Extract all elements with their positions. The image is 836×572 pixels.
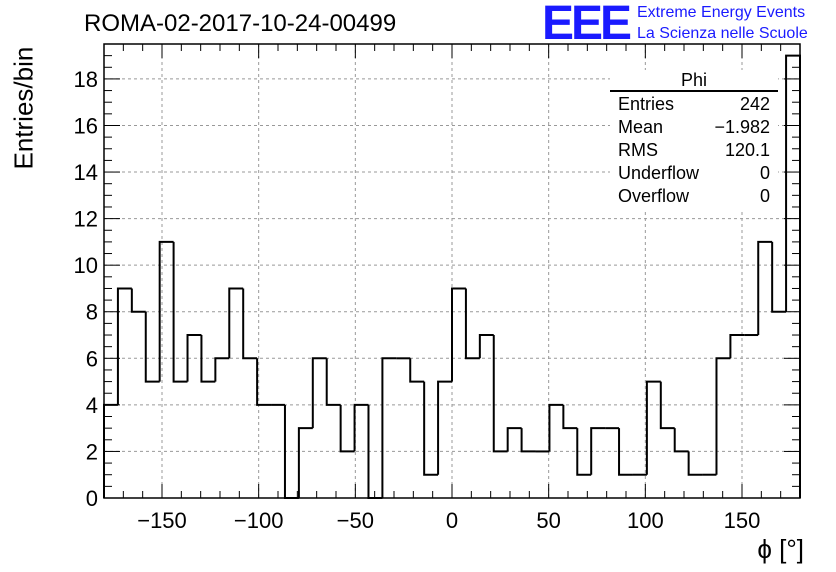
stat-key: Underflow [618,163,700,183]
stats-divider [610,90,778,92]
histogram-bins [103,54,801,499]
y-tick-label: 14 [74,160,98,185]
histogram-bin [311,357,327,429]
histogram-bin [214,357,230,382]
y-tick-label: 4 [86,393,98,418]
y-tick-label: 0 [86,486,98,511]
x-tick-label: 50 [536,508,560,533]
stat-value: 0 [759,163,770,183]
x-tick-label: 150 [724,508,761,533]
stat-key: Overflow [618,186,690,206]
y-tick-label: 2 [86,439,98,464]
histogram-bin [478,334,494,359]
histogram-bin [645,380,661,475]
histogram-bin [715,357,731,475]
histogram-bin [339,404,355,453]
stat-value: 120.1 [724,140,770,160]
logo-line-1: Extreme Energy Events [637,4,806,21]
chart-title: ROMA-02-2017-10-24-00499 [84,10,397,37]
y-tick-label: 12 [74,207,98,232]
histogram-bin [757,240,773,336]
histogram-bin [116,287,132,405]
stat-row-rms: RMS 120.1 [618,140,770,162]
histogram-bin [618,428,633,476]
histogram-bin [325,358,341,406]
tick-marks [103,43,801,499]
histogram-bin [548,403,564,452]
y-tick-label: 6 [86,346,98,371]
histogram-bin [381,357,397,498]
x-tick-label: −150 [137,508,187,533]
y-tick-label: 10 [74,253,98,278]
y-tick-label: 8 [86,300,98,325]
histogram-bin [228,287,244,359]
stat-row-entries: Entries 242 [618,94,770,116]
stats-box: Phi Entries 242 Mean −1.982 RMS 120.1 Un… [610,70,778,210]
histogram-bin [256,358,272,406]
histogram-bin [687,451,703,476]
histogram-bin [409,358,425,383]
histogram-bin [464,288,480,360]
stat-value: 0 [759,186,770,206]
histogram-bin [562,404,578,430]
histogram-bin [520,428,536,453]
x-axis-label: ϕ [°] [757,534,804,564]
histogram-bin [673,428,689,453]
stat-value: −1.982 [714,117,770,137]
histogram-bin [576,428,592,476]
histogram-bin [590,427,606,475]
histogram-bin [729,334,745,359]
stat-row-overflow: Overflow 0 [618,186,770,208]
stat-row-mean: Mean −1.982 [618,117,770,139]
histogram-bin [158,240,174,382]
stat-key: Entries [618,94,675,114]
x-tick-label: 100 [627,508,664,533]
x-tick-label: −50 [337,508,374,533]
stats-title: Phi [680,70,707,90]
histogram-bin [186,334,202,382]
histogram-bin [437,380,452,475]
tick-labels: −150 −100 −50 0 50 100 150 0 2 4 6 8 10 12 14 16 18 [74,67,761,533]
x-tick-label: −100 [234,508,284,533]
histogram-bin [297,427,313,498]
histogram-bin [659,381,675,430]
histogram-bin [492,335,508,453]
x-tick-label: 0 [446,508,458,533]
y-axis-label: Entries/bin [8,46,39,170]
eee-logo-mark: EEE [542,0,632,50]
histogram-bin [130,288,146,313]
histogram-bin [144,311,160,383]
stat-row-underflow: Underflow 0 [618,163,770,185]
histogram-bin [242,288,258,360]
stat-key: RMS [618,140,658,160]
histogram-bin [353,403,369,452]
histogram-bin [200,335,216,383]
y-tick-label: 16 [74,113,98,138]
histogram-bin [423,381,439,476]
histogram-bin [172,241,188,383]
histogram-bin [506,427,522,452]
histogram-bin [451,287,466,382]
logo-line-2: La Scienza nelle Scuole [637,25,808,42]
stat-key: Mean [618,117,664,137]
y-tick-label: 18 [74,67,98,92]
stat-value: 242 [739,94,770,114]
histogram-bin [771,241,787,313]
